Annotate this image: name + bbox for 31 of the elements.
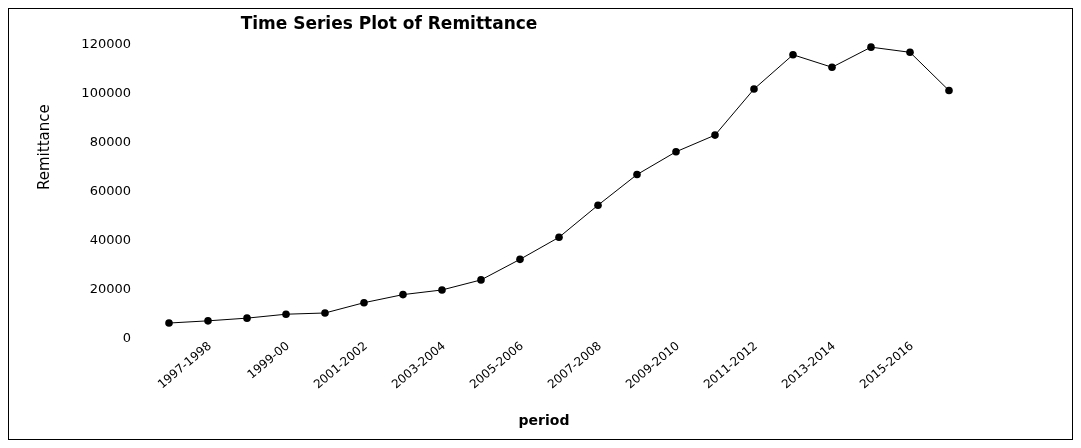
point: [672, 147, 680, 156]
point: [438, 286, 446, 294]
point: [750, 85, 758, 93]
y-tick-label: 100000: [81, 84, 131, 100]
y-tick-label: 80000: [89, 133, 131, 149]
point: [321, 309, 329, 317]
point: [360, 298, 368, 307]
y-tick-label: 60000: [89, 182, 131, 198]
y-axis-title: Remittance: [35, 104, 54, 190]
point: [867, 43, 875, 51]
point: [243, 314, 251, 322]
point: [906, 48, 914, 57]
point: [555, 233, 563, 242]
y-tick-label: 120000: [81, 35, 131, 51]
chart-title: Time Series Plot of Remittance: [239, 13, 539, 33]
point: [399, 290, 407, 299]
y-tick-label: 0: [122, 329, 131, 345]
point: [711, 131, 719, 139]
x-axis-title: period: [518, 412, 570, 428]
point: [204, 317, 212, 325]
point: [516, 255, 524, 264]
point: [282, 310, 290, 319]
y-tick-label: 40000: [89, 231, 131, 247]
point: [828, 63, 836, 72]
point: [633, 170, 641, 179]
point: [594, 201, 602, 209]
point: [789, 50, 797, 59]
point: [477, 276, 485, 284]
point: [945, 86, 953, 95]
y-tick-label: 20000: [89, 280, 131, 296]
point: [165, 319, 173, 327]
